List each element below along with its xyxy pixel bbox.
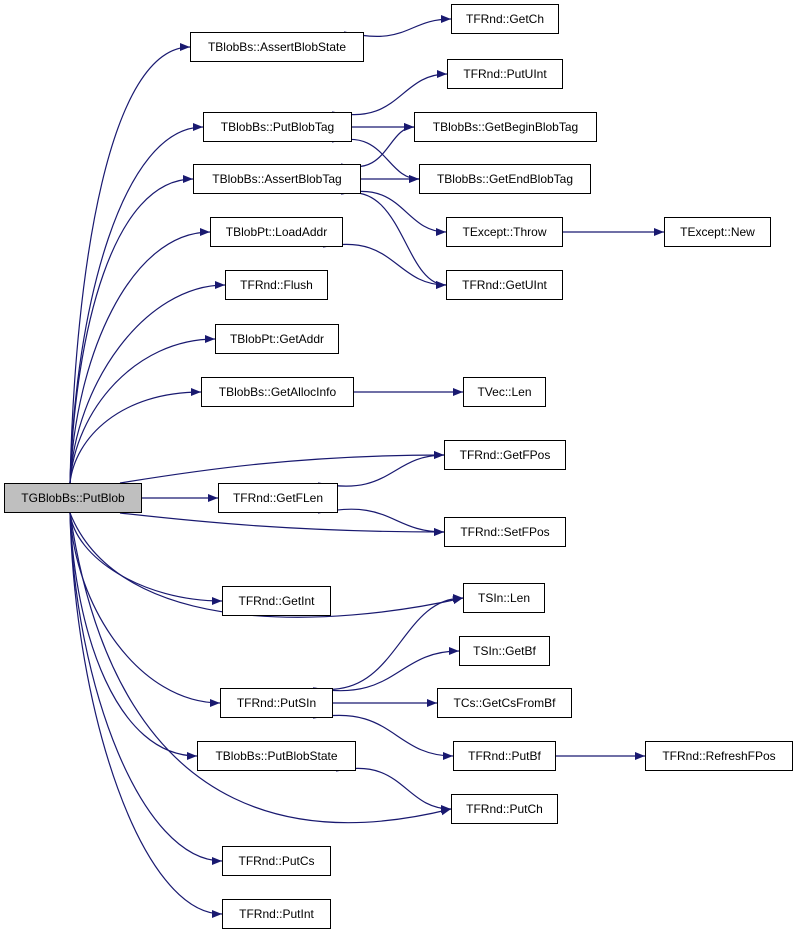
edge-root-to-assertBlobState xyxy=(69,43,191,484)
node-putBlobState[interactable]: TBlobBs::PutBlobState xyxy=(197,741,356,771)
node-putSIn[interactable]: TFRnd::PutSIn xyxy=(220,688,333,718)
node-putBlobTag[interactable]: TBlobBs::PutBlobTag xyxy=(203,112,352,142)
node-root: TGBlobBs::PutBlob xyxy=(4,483,142,513)
node-loadAddr[interactable]: TBlobPt::LoadAddr xyxy=(210,217,343,247)
node-refreshFPos[interactable]: TFRnd::RefreshFPos xyxy=(645,741,793,771)
node-getFPos[interactable]: TFRnd::GetFPos xyxy=(444,440,566,470)
edge-putSIn-to-getBf xyxy=(312,647,460,692)
edge-getFLen-to-getFPos xyxy=(317,451,445,487)
edge-root-to-assertBlobTag xyxy=(69,175,194,484)
node-getBf[interactable]: TSIn::GetBf xyxy=(459,636,550,666)
node-getInt[interactable]: TFRnd::GetInt xyxy=(222,586,331,616)
edge-root-to-getFPos xyxy=(119,451,445,484)
edge-assertBlobTag-to-getUInt xyxy=(340,191,447,289)
edge-root-to-putBlobState xyxy=(69,512,198,760)
node-throw[interactable]: TExcept::Throw xyxy=(446,217,563,247)
node-getCh[interactable]: TFRnd::GetCh xyxy=(451,4,559,34)
node-getAllocInfo[interactable]: TBlobBs::GetAllocInfo xyxy=(201,377,354,407)
node-putInt[interactable]: TFRnd::PutInt xyxy=(222,899,331,929)
edge-putSIn-to-sinLen xyxy=(312,594,464,691)
node-putBf[interactable]: TFRnd::PutBf xyxy=(453,741,556,771)
node-getCsFromBf[interactable]: TCs::GetCsFromBf xyxy=(437,688,572,718)
edge-root-to-getInt xyxy=(69,512,223,605)
node-new[interactable]: TExcept::New xyxy=(664,217,771,247)
edge-root-to-putCh xyxy=(69,512,452,824)
edge-putSIn-to-putBf xyxy=(312,714,454,760)
edge-root-to-putSIn xyxy=(69,512,221,707)
node-flush[interactable]: TFRnd::Flush xyxy=(225,270,328,300)
edge-root-to-putInt xyxy=(69,512,223,918)
edge-putBlobTag-to-putUInt xyxy=(331,70,448,116)
node-getEndBlobTag[interactable]: TBlobBs::GetEndBlobTag xyxy=(419,164,591,194)
edge-root-to-getAllocInfo xyxy=(69,388,202,484)
node-getFLen[interactable]: TFRnd::GetFLen xyxy=(218,483,338,513)
edge-root-to-setFPos xyxy=(119,512,445,536)
node-vecLen[interactable]: TVec::Len xyxy=(463,377,546,407)
node-sinLen[interactable]: TSIn::Len xyxy=(463,583,545,613)
edge-getFLen-to-setFPos xyxy=(317,508,445,536)
node-assertBlobState[interactable]: TBlobBs::AssertBlobState xyxy=(190,32,364,62)
edge-putBlobState-to-putCh xyxy=(335,767,452,813)
node-putCs[interactable]: TFRnd::PutCs xyxy=(222,846,331,876)
edge-root-to-putCs xyxy=(69,512,223,865)
node-putCh[interactable]: TFRnd::PutCh xyxy=(451,794,558,824)
node-getAddr[interactable]: TBlobPt::GetAddr xyxy=(215,324,339,354)
edge-root-to-flush xyxy=(69,281,226,484)
node-putUInt[interactable]: TFRnd::PutUInt xyxy=(447,59,563,89)
edge-loadAddr-to-getUInt xyxy=(322,243,447,289)
node-assertBlobTag[interactable]: TBlobBs::AssertBlobTag xyxy=(193,164,361,194)
node-setFPos[interactable]: TFRnd::SetFPos xyxy=(444,517,566,547)
node-getUInt[interactable]: TFRnd::GetUInt xyxy=(446,270,563,300)
edge-root-to-getAddr xyxy=(69,335,216,484)
node-getBeginBlobTag[interactable]: TBlobBs::GetBeginBlobTag xyxy=(414,112,597,142)
edge-root-to-loadAddr xyxy=(69,228,211,484)
edge-assertBlobTag-to-throw xyxy=(340,190,447,236)
